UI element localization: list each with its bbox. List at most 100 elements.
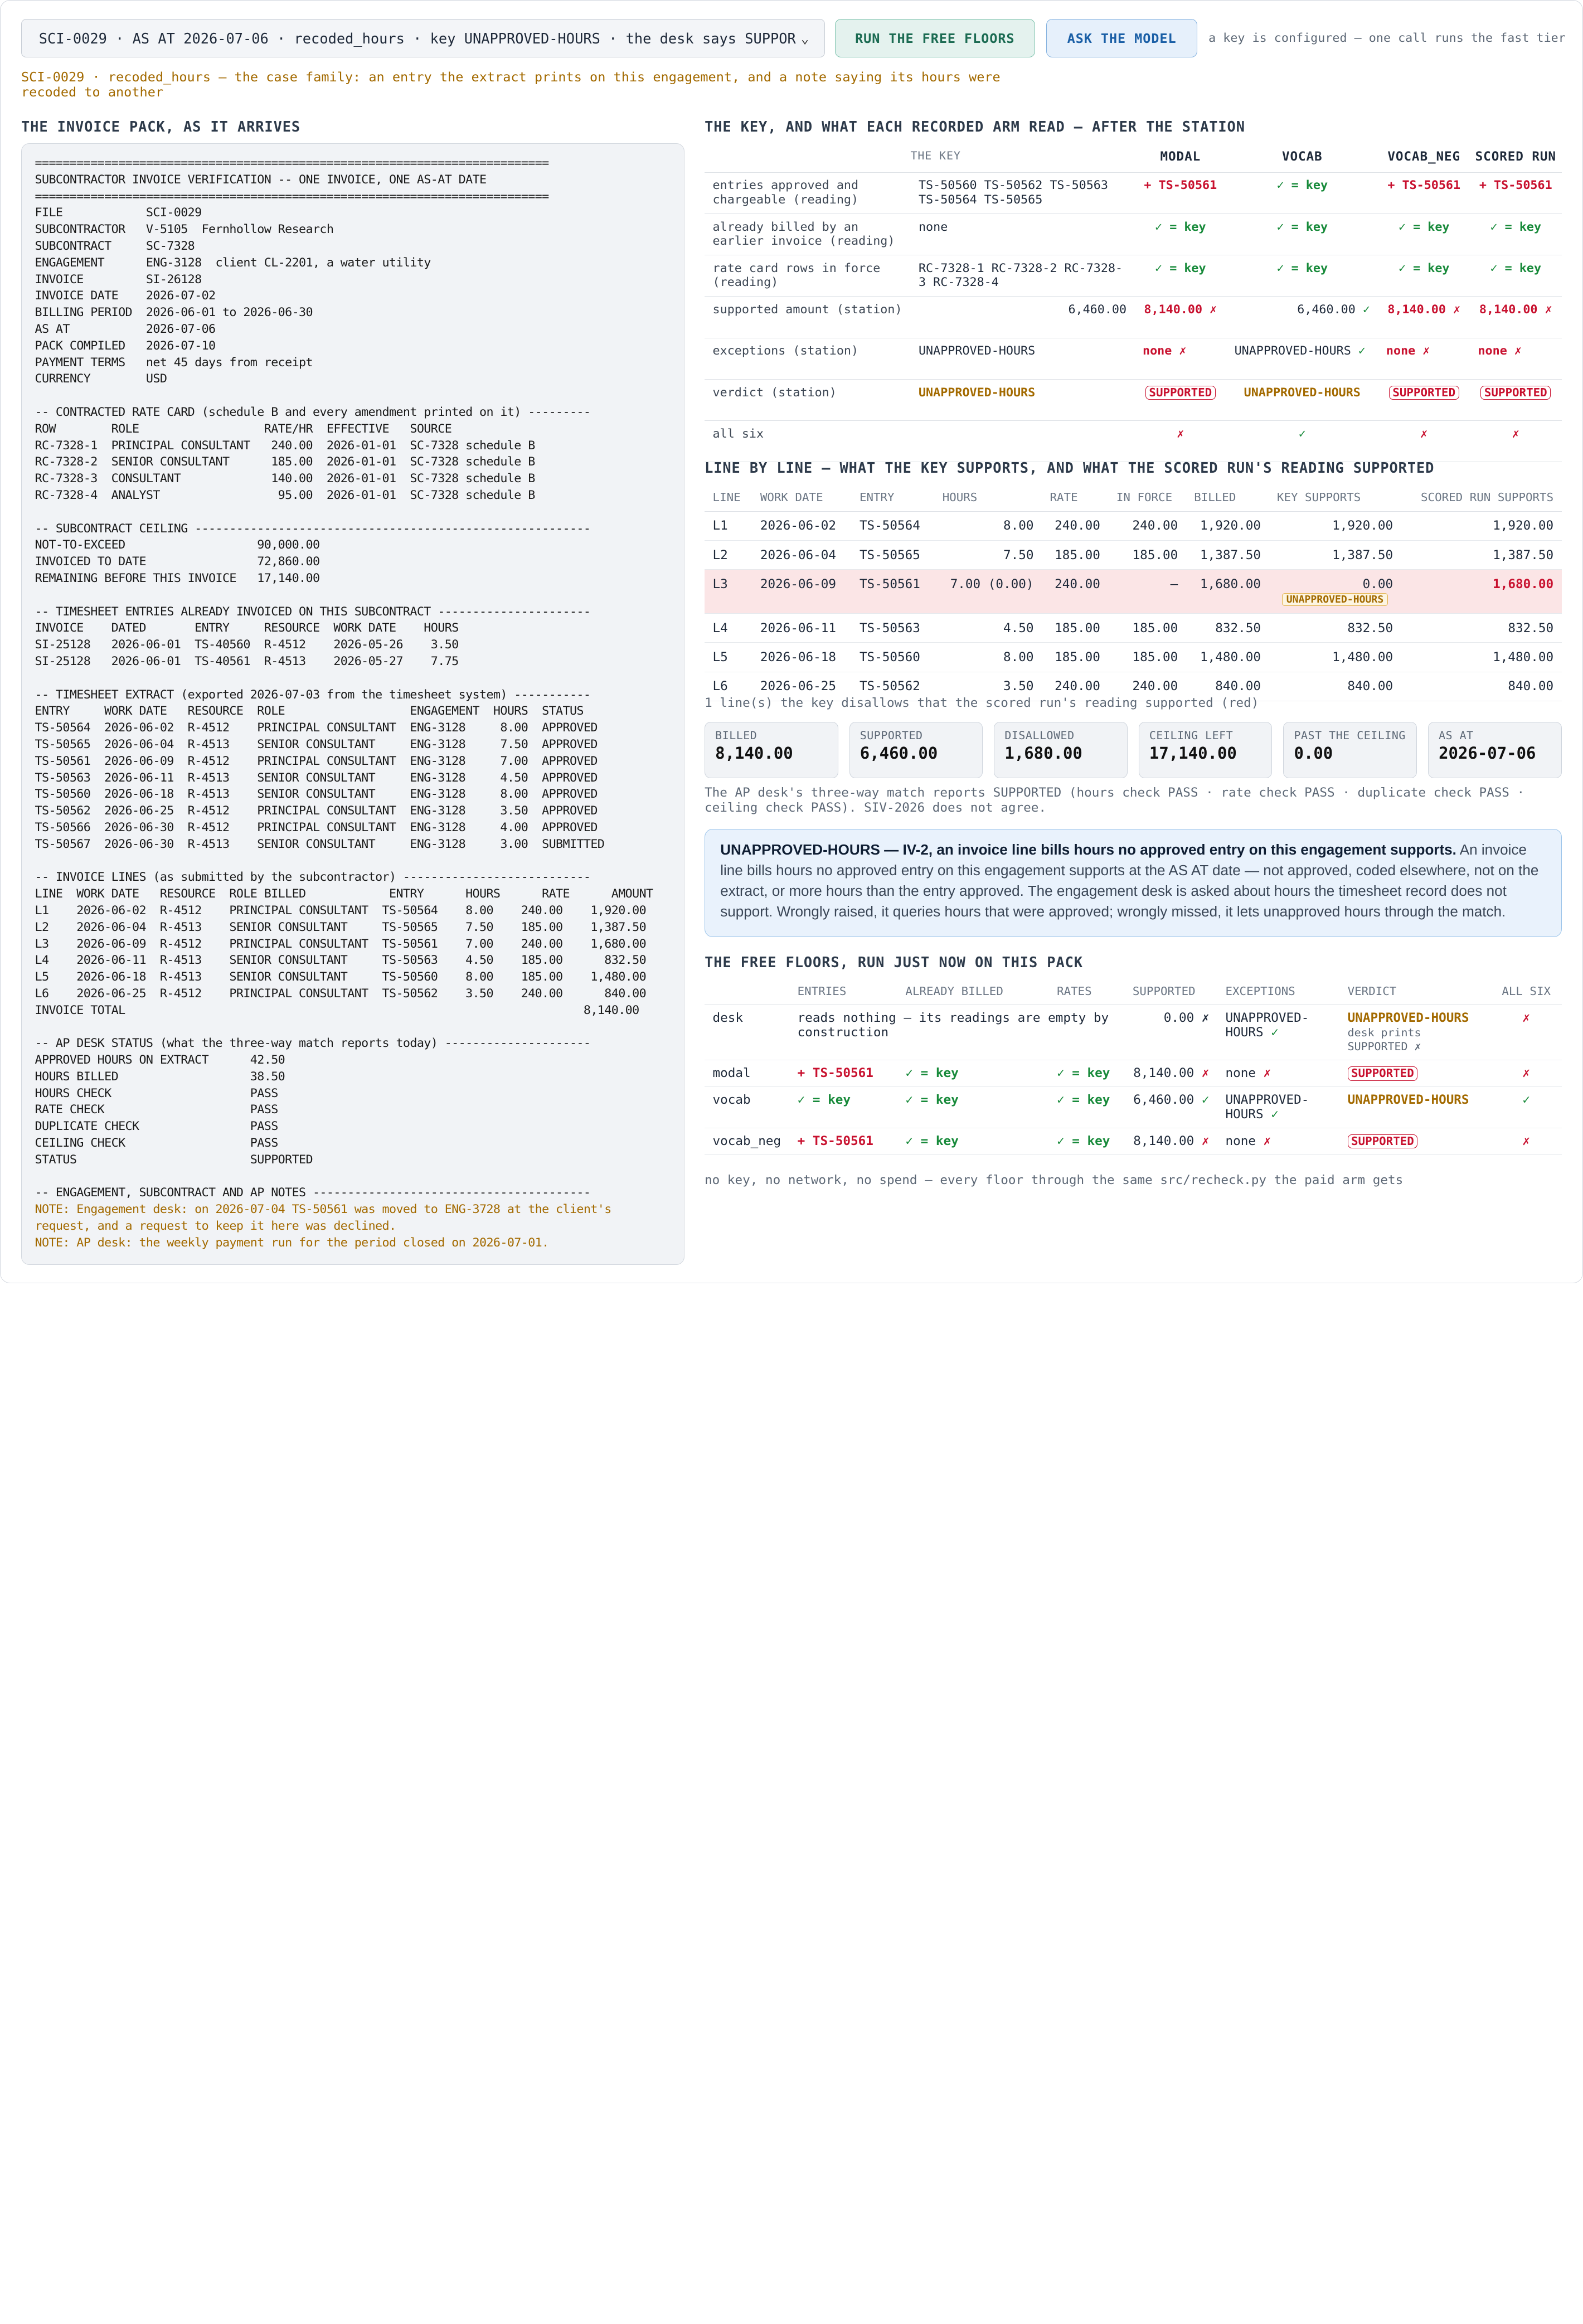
invoice-pack[interactable]: ========================================…	[21, 143, 684, 1265]
cell-in-force: 185.00	[1108, 540, 1186, 570]
vocab-neg-verdict-badge: SUPPORTED	[1388, 385, 1459, 400]
floor-already-billed: ✓ = key	[905, 1066, 959, 1081]
cell-work-date: 2026-06-09	[752, 569, 852, 614]
col-line: LINE	[705, 487, 752, 512]
table-row: L5 2026-06-18 TS-50560 8.00 185.00 185.0…	[705, 642, 1562, 672]
lines-table: LINE WORK DATE ENTRY HOURS RATE IN FORCE…	[705, 487, 1562, 701]
vocab-neg-cell: ✗	[1420, 426, 1428, 441]
lines-heading: LINE BY LINE — WHAT THE KEY SUPPORTS, AN…	[705, 459, 1435, 476]
cell-line: L6	[705, 672, 752, 701]
card-value: 17,140.00	[1149, 743, 1237, 763]
col-billed: BILLED	[1186, 487, 1269, 512]
card-value: 1,680.00	[1004, 743, 1082, 763]
run-free-floors-button[interactable]: RUN THE FREE FLOORS	[834, 19, 1035, 58]
modal-cell: + TS-50561	[1144, 178, 1217, 193]
floor-name: vocab_neg	[705, 1128, 790, 1156]
floor-verdict-badge: SUPPORTED	[1347, 1134, 1418, 1149]
col-exceptions: EXCEPTIONS	[1217, 981, 1340, 1006]
col-rates: RATES	[1048, 981, 1125, 1006]
modal-cell: none ✗	[1143, 344, 1187, 358]
invoice-pack-text: ========================================…	[35, 156, 654, 1200]
cell-work-date: 2026-06-18	[752, 642, 852, 672]
floor-verdict-badge: SUPPORTED	[1347, 1066, 1418, 1081]
check-icon: ✓	[1271, 1025, 1279, 1040]
case-select[interactable]: SCI-0029 · AS AT 2026-07-06 · recoded_ho…	[21, 19, 825, 58]
floor-exceptions: none ✗	[1217, 1060, 1340, 1088]
table-row: L1 2026-06-02 TS-50564 8.00 240.00 240.0…	[705, 511, 1562, 541]
vocab-cell: UNAPPROVED-HOURS ✓	[1234, 344, 1366, 358]
top-bar: SCI-0029 · AS AT 2026-07-06 · recoded_ho…	[21, 19, 1566, 58]
key-row-label: supported amount (station)	[705, 296, 911, 338]
scored-run-verdict-badge: SUPPORTED	[1480, 385, 1551, 400]
modal-verdict-badge: SUPPORTED	[1145, 385, 1216, 400]
floor-exceptions: none ✗	[1217, 1128, 1340, 1156]
floor-all-six: ✗	[1522, 1011, 1530, 1026]
table-row-disallowed: L3 2026-06-09 TS-50561 7.00 (0.00) 240.0…	[705, 569, 1562, 614]
check-icon: ✓	[1358, 344, 1366, 358]
floor-supported: 8,140.00 ✗	[1124, 1128, 1217, 1156]
vocab-neg-cell: ✓ = key	[1398, 261, 1450, 275]
key-header-modal: MODAL	[1160, 149, 1201, 164]
key-value	[910, 420, 1135, 462]
vocab-cell: ✓	[1298, 426, 1306, 441]
callout-body: An invoice line bills hours no approved …	[720, 841, 1539, 920]
card-value: 8,140.00	[715, 743, 793, 763]
cell-line: L2	[705, 540, 752, 570]
modal-cell: ✓ = key	[1155, 220, 1206, 234]
key-value: RC-7328-1 RC-7328-2 RC-7328-3 RC-7328-4	[910, 255, 1135, 297]
floor-supported: 0.00 ✗	[1163, 1011, 1210, 1026]
callout-title: UNAPPROVED-HOURS — IV-2, an invoice line…	[720, 841, 1456, 858]
cell-scored-run-supports: 1,920.00	[1401, 511, 1562, 541]
key-row-already-billed: already billed by an earlier invoice (re…	[705, 213, 1562, 255]
cell-rate: 240.00	[1042, 569, 1109, 614]
vocab-neg-cell: 8,140.00 ✗	[1387, 303, 1461, 317]
cell-billed: 1,920.00	[1186, 511, 1269, 541]
col-entry: ENTRY	[851, 487, 935, 512]
floor-row-vocab-neg: vocab_neg + TS-50561 ✓ = key ✓ = key 8,1…	[705, 1128, 1562, 1156]
col-entries: ENTRIES	[789, 981, 897, 1006]
key-table-header: THE KEY MODAL VOCAB VOCAB_NEG SCORED RUN	[705, 147, 1562, 172]
floor-all-six: ✗	[1522, 1133, 1530, 1148]
key-verdict: UNAPPROVED-HOURS	[918, 385, 1036, 400]
card-past-ceiling: PAST THE CEILING 0.00	[1283, 721, 1417, 779]
cell-in-force: 185.00	[1108, 642, 1186, 672]
floor-name: vocab	[705, 1086, 790, 1128]
card-value: 0.00	[1294, 743, 1333, 763]
floor-name: desk	[705, 1005, 790, 1061]
floor-entries: + TS-50561	[797, 1066, 873, 1081]
key-header-vocab: VOCAB	[1281, 149, 1323, 164]
cell-rate: 185.00	[1042, 540, 1109, 570]
key-row-label: all six	[705, 420, 911, 462]
col-all-six: ALL SIX	[1490, 981, 1562, 1006]
floor-rates: ✓ = key	[1057, 1066, 1110, 1081]
floor-verdict: UNAPPROVED-HOURS	[1347, 1011, 1469, 1026]
key-value: UNAPPROVED-HOURS	[910, 337, 1135, 380]
floor-rates: ✓ = key	[1057, 1093, 1110, 1108]
card-label: SUPPORTED	[860, 729, 923, 742]
card-label: PAST THE CEILING	[1294, 729, 1406, 742]
cell-entry: TS-50564	[851, 511, 935, 541]
cell-hours: 7.50	[934, 540, 1042, 570]
card-disallowed: DISALLOWED 1,680.00	[994, 721, 1128, 779]
floor-already-billed: ✓ = key	[905, 1093, 959, 1108]
cell-hours: 8.00	[934, 642, 1042, 672]
vocab-cell: 6,460.00 ✓	[1297, 303, 1370, 317]
check-icon: ✓	[1201, 1093, 1210, 1108]
cell-key-supports: 0.00 UNAPPROVED-HOURS	[1269, 569, 1401, 614]
cell-hours: 8.00	[934, 511, 1042, 541]
col-rate: RATE	[1042, 487, 1109, 512]
col-floor	[705, 981, 790, 1006]
cell-work-date: 2026-06-02	[752, 511, 852, 541]
floor-name: modal	[705, 1060, 790, 1088]
ask-model-button[interactable]: ASK THE MODEL	[1046, 19, 1198, 58]
cell-rate: 240.00	[1042, 511, 1109, 541]
cross-icon: ✗	[1263, 1133, 1271, 1148]
key-header-scored-run: SCORED RUN	[1475, 149, 1556, 164]
floors-table-header: ENTRIES ALREADY BILLED RATES SUPPORTED E…	[705, 981, 1562, 1006]
cell-rate: 185.00	[1042, 613, 1109, 643]
cross-icon: ✗	[1263, 1066, 1271, 1081]
floor-supported: 8,140.00 ✗	[1124, 1060, 1217, 1088]
vocab-cell: ✓ = key	[1276, 178, 1328, 193]
case-family-note: SCI-0029 · recoded_hours — the case fami…	[21, 69, 1001, 100]
